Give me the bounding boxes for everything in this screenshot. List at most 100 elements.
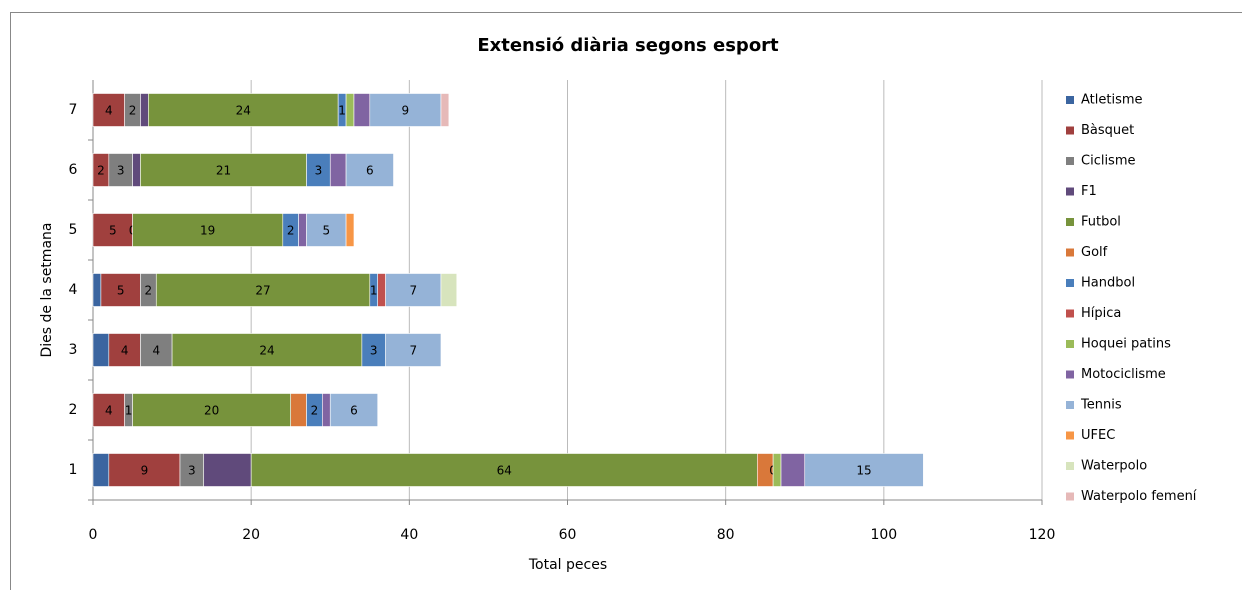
legend-swatch (1066, 248, 1074, 257)
x-tick-label: 40 (400, 527, 418, 543)
data-label: 2 (97, 164, 105, 178)
legend-label: Bàsquet (1081, 123, 1134, 138)
y-tick-label: 1 (69, 462, 78, 478)
bar-segment (322, 393, 331, 427)
data-label: 5 (322, 224, 330, 238)
y-tick-label: 5 (69, 222, 78, 238)
bar-segment (290, 393, 307, 427)
legend-swatch (1066, 431, 1074, 440)
legend-swatch (1066, 279, 1074, 287)
y-axis-label: Dies de la setmana (39, 223, 55, 358)
bar-segment (171, 333, 363, 367)
data-label: 3 (370, 344, 378, 358)
data-label: 24 (259, 344, 274, 358)
data-label: 3 (117, 164, 125, 178)
data-label: 4 (121, 344, 129, 358)
data-label: 2 (311, 404, 319, 418)
x-tick-label: 20 (242, 527, 260, 543)
data-label: 4 (105, 404, 113, 418)
bar-segment (108, 333, 141, 367)
bar-segment (132, 153, 141, 187)
x-tick-label: 80 (717, 527, 735, 543)
data-label: 7 (409, 344, 417, 358)
bar-segment (148, 93, 339, 127)
bar-segment (92, 453, 110, 487)
legend-swatch (1066, 492, 1074, 501)
legend-swatch (1066, 218, 1074, 226)
data-label: 3 (315, 164, 323, 178)
bar-segment (203, 453, 252, 487)
bar-segment (345, 153, 394, 187)
data-label: 3 (188, 464, 196, 478)
bar-segment (329, 393, 379, 427)
data-label: 9 (141, 464, 149, 478)
data-label: 1 (125, 404, 133, 418)
data-label: 6 (350, 404, 358, 418)
bar-segment (804, 453, 924, 487)
bar-segment (385, 333, 442, 367)
x-tick-label: 100 (870, 527, 897, 543)
legend-label: Golf (1081, 245, 1108, 260)
data-label: 64 (497, 464, 512, 478)
legend-swatch (1066, 401, 1074, 409)
legend-label: Futbol (1081, 215, 1121, 230)
bar-segment (92, 273, 102, 307)
legend-swatch (1066, 187, 1074, 196)
chart-title: Extensió diària segons esport (477, 35, 779, 56)
data-label: 2 (129, 104, 137, 118)
bar-segment (100, 273, 141, 307)
legend-label: Hoquei patins (1081, 337, 1171, 352)
bar-segment (377, 273, 386, 307)
data-label: 1 (338, 104, 346, 118)
bar-segment (385, 273, 442, 307)
legend-label: Waterpolo (1081, 459, 1147, 474)
legend-label: Ciclisme (1081, 154, 1136, 169)
legend-label: Motociclisme (1081, 367, 1166, 382)
data-label: 2 (287, 224, 295, 238)
data-label: 9 (402, 104, 410, 118)
data-label: 5 (117, 284, 125, 298)
data-label: 15 (856, 464, 871, 478)
bar-segment (329, 153, 347, 187)
data-label: 21 (216, 164, 231, 178)
legend-label: Waterpolo femení (1081, 489, 1197, 504)
bar-segment (440, 273, 458, 307)
legend-swatch (1066, 462, 1074, 470)
data-label: 24 (236, 104, 251, 118)
bar-segment (108, 453, 181, 487)
bar-segment (298, 213, 307, 247)
data-label: 7 (409, 284, 417, 298)
legend-swatch (1066, 309, 1074, 318)
legend-label: Tennis (1080, 398, 1122, 413)
bar-segment (132, 213, 284, 247)
legend-swatch (1066, 126, 1074, 135)
data-label: 4 (105, 104, 113, 118)
data-label: 2 (145, 284, 153, 298)
legend-swatch (1066, 96, 1074, 104)
x-tick-label: 60 (559, 527, 577, 543)
bar-segment (140, 93, 149, 127)
bar-segment (772, 453, 782, 487)
data-label: 4 (152, 344, 160, 358)
bar-segment (250, 453, 758, 487)
bar-segment (440, 93, 450, 127)
legend-label: Hípica (1081, 306, 1121, 321)
legend-swatch (1066, 157, 1074, 165)
legend-label: Handbol (1081, 276, 1135, 291)
bar-segment (92, 333, 110, 367)
bar-segment (140, 153, 307, 187)
bar-segment (92, 393, 125, 427)
data-label: 27 (255, 284, 270, 298)
x-tick-label: 120 (1029, 527, 1056, 543)
legend-swatch (1066, 340, 1074, 348)
bar-segment (306, 213, 347, 247)
data-label: 20 (204, 404, 219, 418)
bar-segment (345, 213, 355, 247)
bar-segment (353, 93, 371, 127)
x-tick-label: 0 (89, 527, 98, 543)
data-label: 6 (366, 164, 374, 178)
legend-label: F1 (1081, 184, 1097, 199)
legend-label: UFEC (1081, 428, 1115, 443)
y-tick-label: 3 (69, 342, 78, 358)
